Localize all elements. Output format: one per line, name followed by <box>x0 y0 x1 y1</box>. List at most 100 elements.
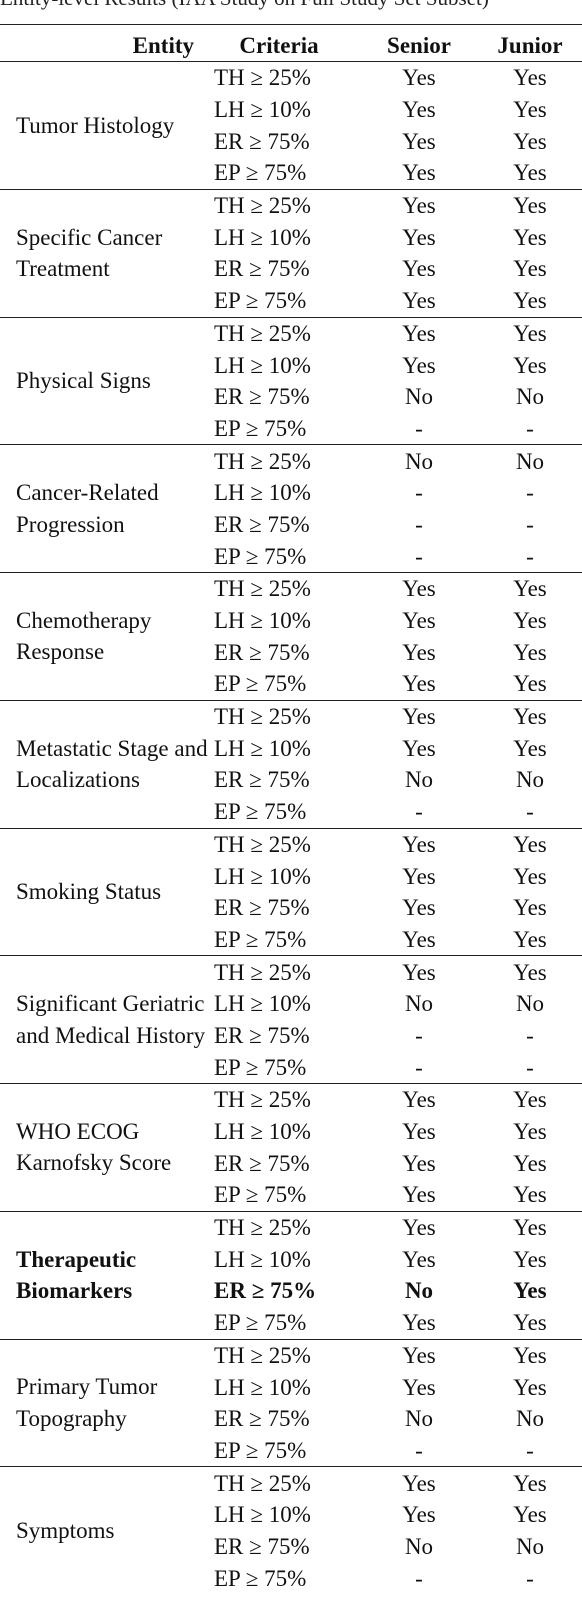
table-row: EP ≥ 75% Yes Yes <box>0 157 582 189</box>
table-row: ER ≥ 75% No No <box>0 764 582 796</box>
table-row: EP ≥ 75% Yes Yes <box>0 1307 582 1339</box>
entity-name: Metastatic Stage and Localizations <box>16 735 208 793</box>
junior-cell: No <box>515 1406 545 1432</box>
junior-cell: Yes <box>513 1278 547 1304</box>
table-row: LH ≥ 10% Yes Yes <box>0 1243 582 1275</box>
junior-cell: - <box>526 799 534 825</box>
junior-cell: No <box>515 448 545 474</box>
junior-cell: Yes <box>513 352 547 378</box>
entity-group: Smoking Status TH ≥ 25% Yes Yes LH ≥ 10% Yes Y… <box>0 828 582 956</box>
senior-cell: Yes <box>402 160 436 186</box>
table-row: LH ≥ 10% Yes Yes <box>0 1116 582 1148</box>
junior-cell: - <box>526 1565 534 1591</box>
senior-cell: Yes <box>402 65 436 91</box>
entity-group: WHO ECOG Karnofsky Score TH ≥ 25% Yes Yes LH… <box>0 1084 582 1212</box>
junior-cell: Yes <box>513 160 547 186</box>
senior-cell: - <box>415 1054 423 1080</box>
table-row: EP ≥ 75% - - <box>0 1051 582 1083</box>
criteria-cell: TH ≥ 25% <box>214 576 311 602</box>
table-row: Cancer-Related Progression TH ≥ 25% No No <box>0 445 582 537</box>
junior-cell: Yes <box>513 224 547 250</box>
table-row: ER ≥ 75% No No <box>0 381 582 413</box>
entity-name: Cancer-Related Progression <box>16 480 159 537</box>
header-junior: Junior <box>497 33 563 58</box>
criteria-cell: LH ≥ 10% <box>214 97 311 123</box>
table-row: Significant Geriatric and Medical Histor… <box>0 956 582 1048</box>
criteria-cell: EP ≥ 75% <box>214 1437 307 1463</box>
criteria-cell: EP ≥ 75% <box>214 1054 307 1080</box>
junior-cell: Yes <box>513 1342 547 1368</box>
entity-group: Therapeutic Biomarkers TH ≥ 25% Yes Yes LH ≥… <box>0 1211 582 1339</box>
junior-cell: Yes <box>513 1182 547 1208</box>
criteria-cell: ER ≥ 75% <box>214 384 310 410</box>
senior-cell: Yes <box>402 608 436 634</box>
junior-cell: Yes <box>513 288 547 314</box>
criteria-cell: TH ≥ 25% <box>214 831 311 857</box>
senior-cell: Yes <box>402 1182 436 1208</box>
table-row: WHO ECOG Karnofsky Score TH ≥ 25% Yes Yes <box>0 1084 582 1175</box>
junior-cell: - <box>526 543 534 569</box>
results-table: Entity Criteria Senior Junior Tumor Hist… <box>0 30 582 1594</box>
table-row: Specific Cancer Treatment TH ≥ 25% Yes Yes <box>0 189 582 281</box>
junior-cell: Yes <box>513 1119 547 1145</box>
table-row: ER ≥ 75% Yes Yes <box>0 253 582 285</box>
senior-cell: No <box>404 767 434 793</box>
criteria-cell: ER ≥ 75% <box>214 767 310 793</box>
junior-cell: Yes <box>513 97 547 123</box>
table-row: Therapeutic Biomarkers TH ≥ 25% Yes Yes <box>0 1211 582 1303</box>
entity-name: Tumor Histology <box>16 112 175 138</box>
table-row: LH ≥ 10% - - <box>0 477 582 509</box>
table-row: EP ≥ 75% Yes Yes <box>0 924 582 956</box>
senior-cell: Yes <box>402 320 436 346</box>
senior-cell: Yes <box>402 1119 436 1145</box>
senior-cell: No <box>404 1278 434 1304</box>
junior-cell: - <box>526 1022 534 1048</box>
entity-group: Physical Signs TH ≥ 25% Yes Yes LH ≥ 10% Yes Y… <box>0 317 582 445</box>
criteria-cell: ER ≥ 75% <box>214 639 310 665</box>
junior-cell: Yes <box>513 320 547 346</box>
junior-cell: Yes <box>513 926 547 952</box>
senior-cell: - <box>415 415 423 441</box>
criteria-cell: LH ≥ 10% <box>214 1246 311 1272</box>
entity-name: WHO ECOG Karnofsky Score <box>16 1118 172 1176</box>
table-row: ER ≥ 75% No No <box>0 1403 582 1435</box>
entity-group: Symptoms TH ≥ 25% Yes Yes LH ≥ 10% Yes Yes ER ≥… <box>0 1467 582 1594</box>
senior-cell: No <box>404 1406 434 1432</box>
senior-cell: Yes <box>402 863 436 889</box>
table-row: Tumor Histology TH ≥ 25% Yes Yes <box>0 62 582 137</box>
criteria-cell: LH ≥ 10% <box>214 735 311 761</box>
entity-name: Specific Cancer Treatment <box>16 224 163 282</box>
criteria-cell: EP ≥ 75% <box>214 671 307 697</box>
junior-cell: Yes <box>513 1374 547 1400</box>
entity-name: Physical Signs <box>16 368 151 394</box>
entity-group: Cancer-Related Progression TH ≥ 25% No No LH… <box>0 445 582 573</box>
table-row: Physical Signs TH ≥ 25% Yes Yes <box>0 317 582 393</box>
criteria-cell: TH ≥ 25% <box>214 320 311 346</box>
junior-cell: No <box>515 384 545 410</box>
junior-cell: - <box>526 1054 534 1080</box>
senior-cell: Yes <box>402 1246 436 1272</box>
table-row: ER ≥ 75% No No <box>0 1531 582 1563</box>
senior-cell: Yes <box>402 671 436 697</box>
criteria-cell: EP ≥ 75% <box>214 1182 307 1208</box>
table-row: ER ≥ 75% - - <box>0 509 582 541</box>
table-row: Smoking Status TH ≥ 25% Yes Yes <box>0 828 582 904</box>
senior-cell: Yes <box>402 1470 436 1496</box>
criteria-cell: ER ≥ 75% <box>214 511 310 537</box>
table-row: LH ≥ 10% Yes Yes <box>0 605 582 637</box>
table-row: Primary Tumor Topography TH ≥ 25% Yes Yes <box>0 1339 582 1431</box>
criteria-cell: ER ≥ 75% <box>214 1278 317 1304</box>
junior-cell: No <box>515 991 545 1017</box>
criteria-cell: TH ≥ 25% <box>214 1470 311 1496</box>
senior-cell: Yes <box>402 895 436 921</box>
senior-cell: Yes <box>402 639 436 665</box>
criteria-cell: TH ≥ 25% <box>214 959 311 985</box>
table-row: ER ≥ 75% Yes Yes <box>0 892 582 924</box>
senior-cell: No <box>404 384 434 410</box>
table-row: ER ≥ 75% Yes Yes <box>0 1147 582 1179</box>
junior-cell: Yes <box>513 1470 547 1496</box>
junior-cell: Yes <box>513 1246 547 1272</box>
criteria-cell: LH ≥ 10% <box>214 863 311 889</box>
header-entity: Entity <box>132 33 194 58</box>
criteria-cell: EP ≥ 75% <box>214 288 307 314</box>
